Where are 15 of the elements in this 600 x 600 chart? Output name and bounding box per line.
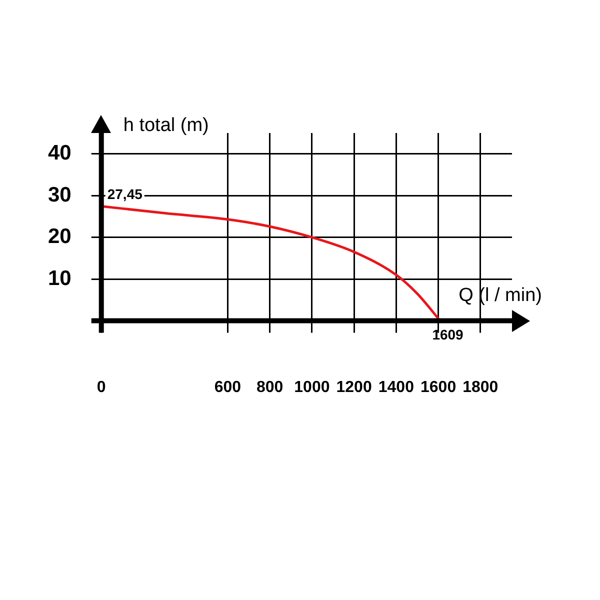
x-tick-label: 1600 xyxy=(420,378,456,396)
y-tick-label: 10 xyxy=(48,266,72,290)
annotation: 27,45 xyxy=(107,186,143,202)
y-tick-label: 40 xyxy=(48,142,72,165)
y-axis-title: h total (m) xyxy=(123,115,209,136)
x-tick-label: 1400 xyxy=(378,378,414,396)
x-tick-label: 1000 xyxy=(294,378,330,396)
y-tick-label: 30 xyxy=(48,183,72,206)
y-tick-label: 20 xyxy=(48,225,72,248)
x-tick-label: 1800 xyxy=(462,378,498,396)
annotation: 1609 xyxy=(432,326,464,343)
x-tick-label: 1200 xyxy=(336,378,372,396)
x-tick-label: 600 xyxy=(214,378,242,396)
x-tick-label: 800 xyxy=(256,378,284,396)
x-tick-label: 0 xyxy=(96,378,106,396)
